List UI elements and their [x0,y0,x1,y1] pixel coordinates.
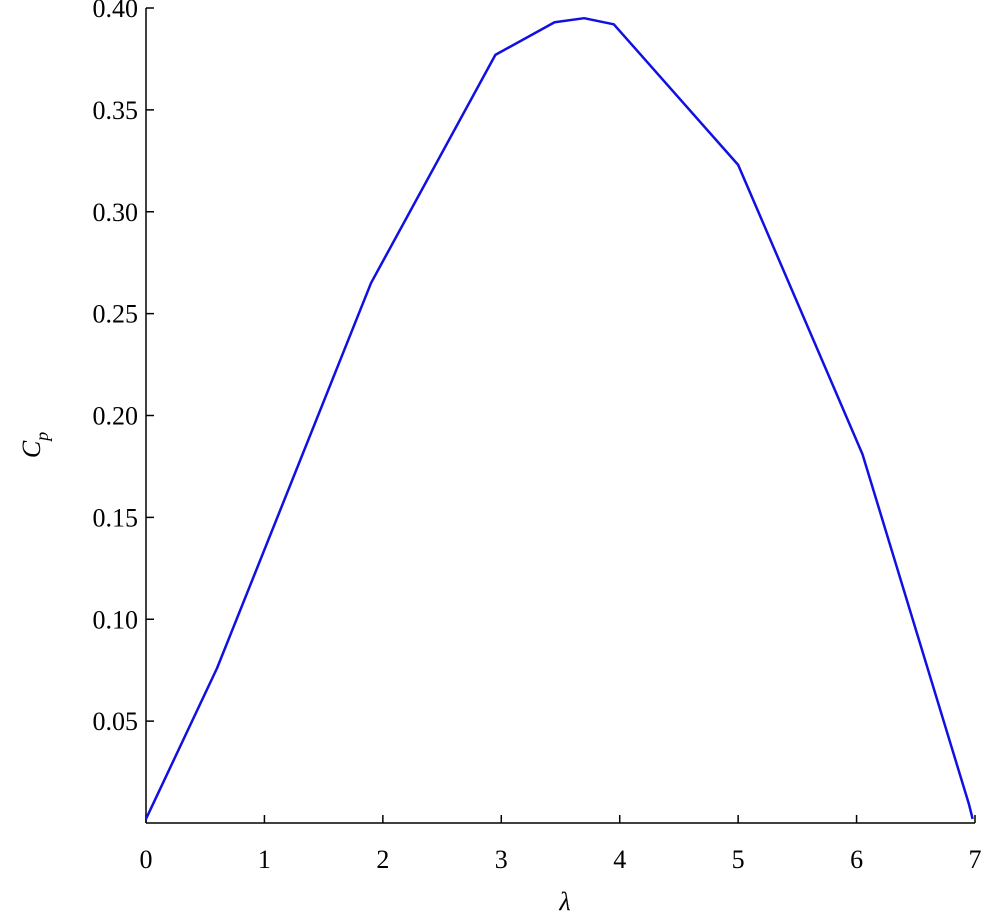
y-tick-label: 0.30 [93,198,139,227]
y-axis-label: Cp [17,432,52,458]
x-axis-label: λ [558,887,570,916]
y-tick-label: 0.40 [93,0,139,23]
y-tick-label: 0.20 [93,402,139,431]
y-label-sub: p [32,432,52,443]
x-tick-label: 1 [258,845,271,874]
x-tick-label: 0 [140,845,153,874]
x-tick-label: 4 [613,845,626,874]
x-tick-label: 2 [376,845,389,874]
y-label-main: C [17,440,46,458]
x-tick-label: 3 [495,845,508,874]
line-series [144,16,974,820]
y-tick-label: 0.15 [93,503,139,532]
y-tick-label: 0.25 [93,300,139,329]
x-tick-label: 7 [969,845,982,874]
x-tick-label: 5 [732,845,745,874]
x-tick-label: 6 [850,845,863,874]
y-tick-label: 0.05 [93,707,139,736]
y-tick-label: 0.10 [93,605,139,634]
y-tick-label: 0.35 [93,96,139,125]
